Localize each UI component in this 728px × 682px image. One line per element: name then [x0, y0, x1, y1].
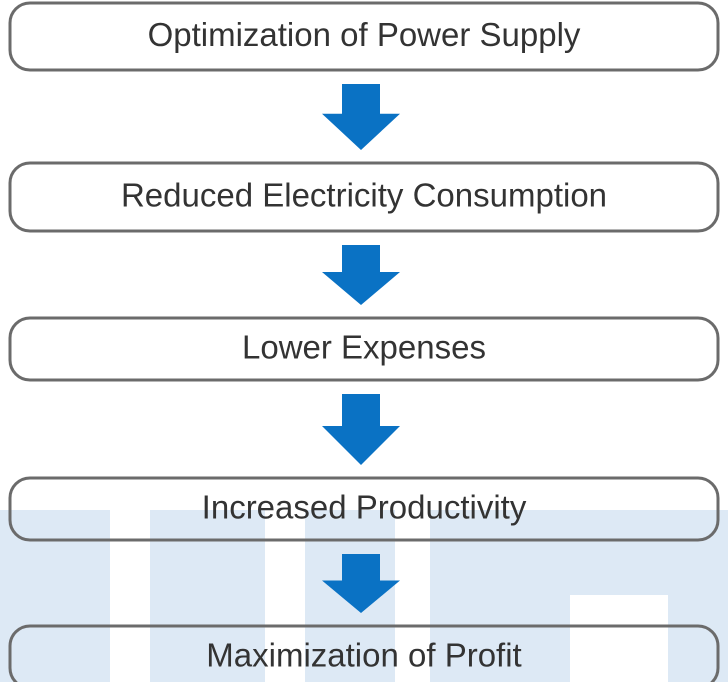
flow: Optimization of Power Supply Reduced Elec… — [8, 1, 720, 682]
node-box — [8, 624, 720, 682]
node-box — [8, 316, 720, 382]
node-box — [8, 161, 720, 233]
node-box — [8, 476, 720, 542]
node-label: Reduced Electricity Consumption — [121, 177, 607, 214]
node-label: Optimization of Power Supply — [148, 16, 581, 53]
arrow — [322, 394, 400, 465]
node-label: Lower Expenses — [242, 329, 486, 366]
arrow — [322, 245, 400, 305]
node-box — [8, 1, 720, 72]
arrow — [322, 84, 400, 150]
arrow — [322, 554, 400, 613]
node-label: Increased Productivity — [202, 489, 527, 526]
node-label: Maximization of Profit — [206, 637, 521, 674]
